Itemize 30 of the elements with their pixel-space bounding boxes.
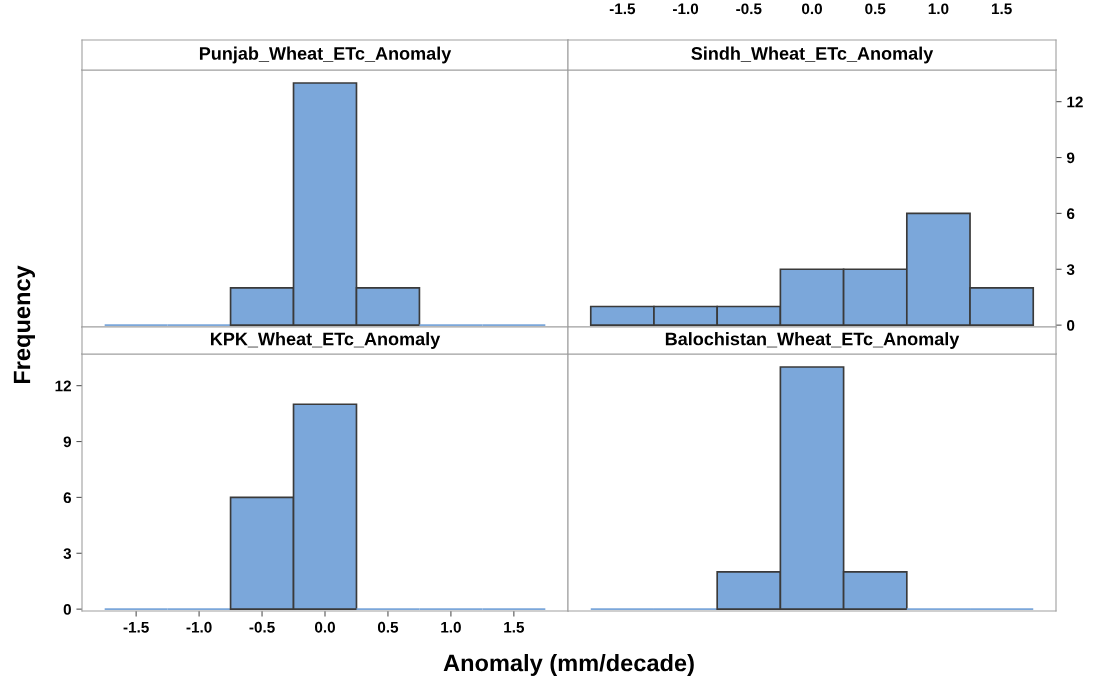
x-tick-label: -1.5	[123, 621, 149, 633]
x-tick-label: 0.0	[314, 621, 335, 633]
y-tick-label: 6	[1066, 208, 1075, 220]
x-tick-label: -1.0	[673, 3, 699, 15]
y-tick-label: 12	[55, 380, 71, 392]
x-tick-label: 1.5	[991, 3, 1012, 15]
x-tick-label: 1.0	[441, 621, 461, 633]
y-tick-label: 0	[1067, 320, 1075, 331]
y-tick-label: 0	[63, 604, 71, 615]
chart-title: Balochistan_Wheat_ETc_Anomaly	[665, 332, 960, 349]
x-tick-label: 1.0	[928, 3, 949, 15]
x-tick-label: -0.5	[736, 3, 762, 15]
chart-title: Punjab_Wheat_ETc_Anomaly	[199, 46, 452, 64]
y-tick-label: 3	[1066, 264, 1075, 275]
chart-title: Sindh_Wheat_ETc_Anomaly	[691, 46, 934, 64]
x-tick-label: -1.0	[186, 621, 212, 633]
y-tick-label: 3	[63, 548, 72, 559]
x-tick-label: 0.0	[801, 3, 822, 15]
chart-title: KPK_Wheat_ETc_Anomaly	[210, 332, 441, 349]
y-axis-title: Frequency	[13, 265, 35, 384]
y-tick-label: 12	[1067, 96, 1083, 108]
x-tick-label: 0.5	[377, 621, 399, 633]
y-tick-label: 6	[63, 492, 72, 504]
x-tick-label: 0.5	[865, 3, 886, 15]
y-tick-label: 9	[1066, 152, 1075, 164]
x-tick-label: -1.5	[609, 3, 636, 15]
x-axis-title: Anomaly (mm/decade)	[443, 653, 694, 677]
x-tick-label: 1.5	[504, 621, 525, 633]
x-tick-label: -0.5	[249, 621, 275, 633]
y-tick-label: 9	[63, 436, 72, 448]
